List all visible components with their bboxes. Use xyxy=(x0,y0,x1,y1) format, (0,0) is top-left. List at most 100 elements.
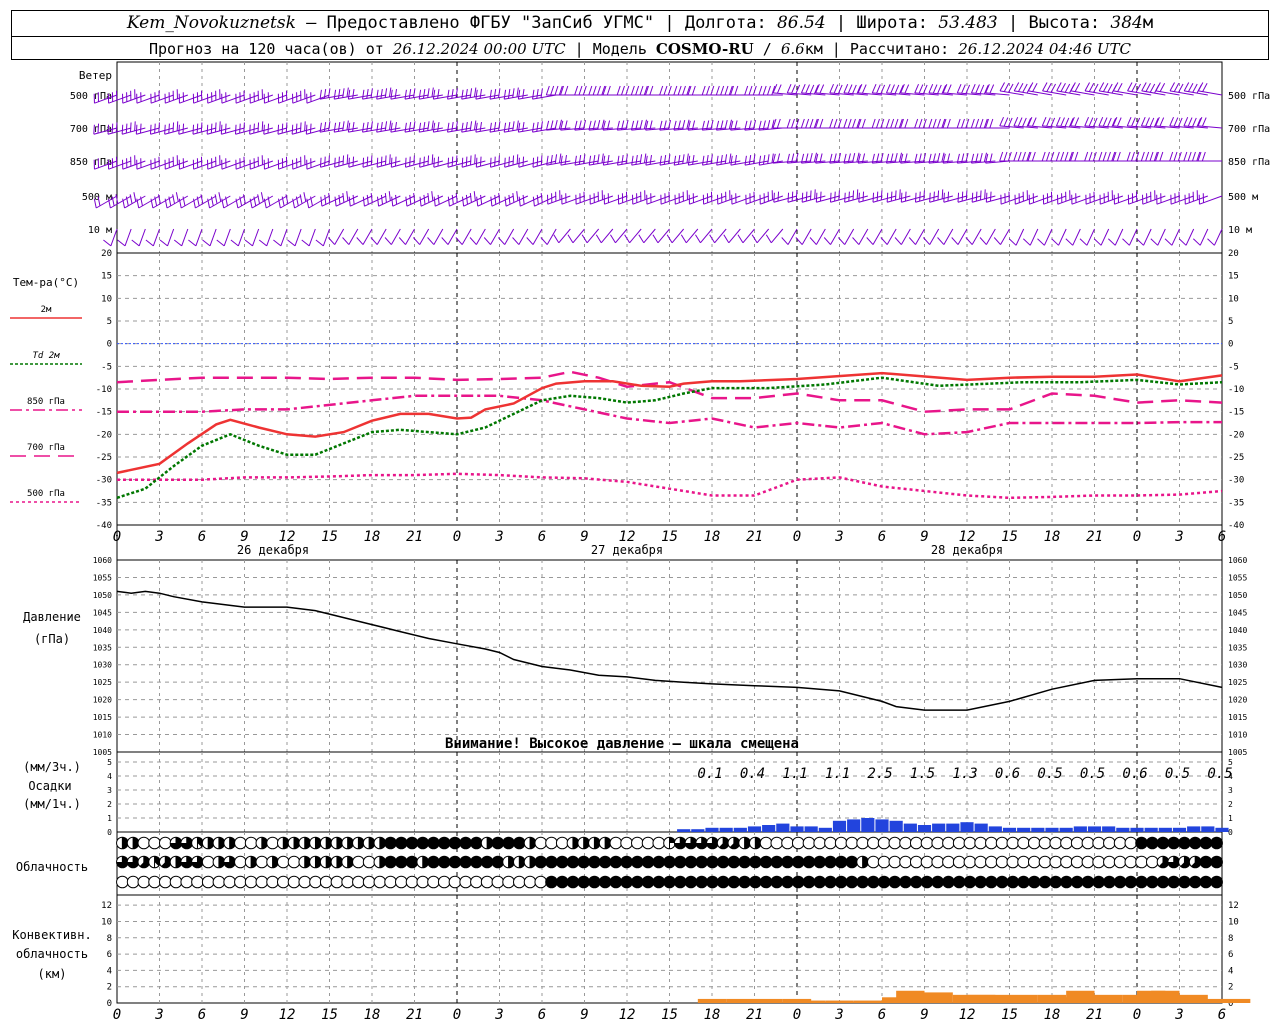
cloud-circle xyxy=(1188,836,1202,850)
conv-ytick-right: 12 xyxy=(1228,901,1239,911)
wind-barb-shaft xyxy=(192,127,217,135)
cloud-circle xyxy=(609,855,623,869)
wind-barb-feather xyxy=(97,196,101,206)
wind-barb-feather xyxy=(356,237,364,245)
wind-barb-feather xyxy=(762,85,767,96)
wind-barb-feather xyxy=(635,85,640,96)
wind-barb-shaft xyxy=(900,92,925,96)
wind-barb-shaft xyxy=(943,228,954,245)
wind-barb-shaft xyxy=(760,195,784,205)
wind-barb-shaft xyxy=(138,195,160,209)
precip-bar xyxy=(1002,827,1017,832)
wind-barb-feather xyxy=(1127,82,1133,92)
model-name: COSMO-RU xyxy=(655,40,754,58)
cloud-circle xyxy=(405,836,419,850)
wind-barb-feather xyxy=(1126,151,1131,162)
wind-barb-shaft xyxy=(122,94,146,104)
wind-barb-shaft xyxy=(843,160,868,164)
wind-barb-feather xyxy=(701,120,705,131)
wind-barb-feather xyxy=(242,194,246,204)
precip-bar xyxy=(1158,827,1172,832)
temp-ytick-right: -5 xyxy=(1228,362,1239,372)
cloud-circle xyxy=(845,875,859,889)
cloud-circle xyxy=(1199,836,1213,850)
wind-level-label: 500 м xyxy=(82,192,112,203)
chart-header: Kem_Novokuznetsk — Предоставлено ФГБУ "З… xyxy=(11,10,1269,60)
cloud-circle xyxy=(1049,875,1063,889)
wind-barb-feather xyxy=(710,154,713,164)
wind-barb-feather xyxy=(412,237,421,245)
wind-barb-shaft xyxy=(150,127,174,135)
wind-barb-feather xyxy=(370,193,373,203)
wind-barb-shaft xyxy=(617,160,642,166)
wind-barb-shaft xyxy=(572,228,585,244)
wind-barb-feather xyxy=(751,234,758,244)
cloud-circle xyxy=(566,855,580,869)
cloud-fill-sector xyxy=(572,837,579,849)
wind-barb-shaft xyxy=(1155,90,1180,96)
precip-bar xyxy=(1017,827,1031,832)
wind-barb-shaft xyxy=(815,228,826,245)
cloud-cover-symbol xyxy=(588,875,601,889)
wind-barb-shaft xyxy=(505,195,529,207)
bottom-xtick: 3 xyxy=(1174,1007,1183,1023)
wind-barb-shaft xyxy=(278,94,302,104)
cloud-cover-symbol xyxy=(577,855,590,869)
wind-barb-shaft xyxy=(490,228,500,245)
wind-barb-feather xyxy=(295,123,298,134)
wind-barb-feather xyxy=(1050,117,1056,127)
temp-ytick-right: 10 xyxy=(1228,294,1239,304)
wind-barb-feather xyxy=(752,85,757,96)
wind-barb-feather xyxy=(588,155,592,166)
wind-barb-feather xyxy=(380,156,383,167)
cloud-cover-symbol xyxy=(459,836,472,850)
wind-barb-feather xyxy=(200,122,203,133)
cloud-cover-symbol xyxy=(319,855,333,869)
wind-barb-shaft xyxy=(376,127,401,133)
wind-barb-feather xyxy=(1131,83,1137,92)
conv-ytick-right: 10 xyxy=(1228,917,1239,927)
wind-barb-feather xyxy=(1008,83,1014,93)
header-row-1: Kem_Novokuznetsk — Предоставлено ФГБУ "З… xyxy=(126,13,1154,33)
precip-bar xyxy=(804,826,818,832)
wind-barb-feather xyxy=(786,153,790,164)
wind-barb-feather xyxy=(1173,83,1180,92)
wind-barb-feather xyxy=(667,119,672,130)
wind-barb-feather xyxy=(876,191,879,202)
wind-barb-feather xyxy=(771,85,776,96)
wind-barb-feather xyxy=(1131,151,1135,162)
wind-barb-feather xyxy=(1064,83,1071,93)
wind-barb-feather xyxy=(277,198,281,209)
wind-barb-feather xyxy=(1201,151,1206,162)
wind-barb-shaft xyxy=(390,228,401,245)
wind-barb-feather xyxy=(346,87,349,97)
cloud-cover-symbol xyxy=(1038,875,1052,889)
wind-barb-shaft xyxy=(985,228,996,245)
cloud-cover-symbol xyxy=(877,855,891,869)
cloud-cover-symbol xyxy=(1145,836,1159,850)
wind-barb-feather xyxy=(522,194,525,205)
wind-barb-feather xyxy=(667,85,672,96)
wind-barb-feather xyxy=(894,84,900,94)
wind-barb-feather xyxy=(737,234,744,244)
cloud-circle xyxy=(330,875,344,889)
wind-barb-shaft xyxy=(689,195,713,205)
wind-barb-shaft xyxy=(1141,125,1166,129)
wind-barb-shaft xyxy=(435,195,458,207)
wind-barb-feather xyxy=(1027,117,1033,127)
wind-barb-feather xyxy=(776,84,782,94)
wind-barb-feather xyxy=(352,88,355,99)
wind-level-label-right: 500 гПа xyxy=(1228,91,1270,102)
wind-barb-feather xyxy=(1037,238,1045,246)
wind-barb-shaft xyxy=(618,195,642,205)
cloud-circle xyxy=(1124,875,1138,889)
cloud-circle xyxy=(1210,855,1223,869)
temp-ytick-left: 0 xyxy=(107,340,112,350)
wind-barb-shaft xyxy=(900,228,911,245)
wind-barb-feather xyxy=(677,120,681,130)
wind-barb-shaft xyxy=(858,195,883,203)
wind-barb-shaft xyxy=(645,160,670,166)
wind-barb-feather xyxy=(469,237,477,245)
wind-barb-shaft xyxy=(1114,195,1138,205)
cloud-circle xyxy=(920,836,934,850)
